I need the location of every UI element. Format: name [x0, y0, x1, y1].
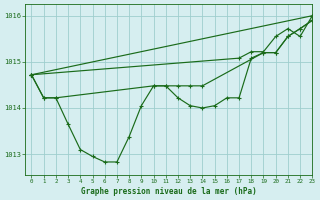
X-axis label: Graphe pression niveau de la mer (hPa): Graphe pression niveau de la mer (hPa) [81, 187, 257, 196]
